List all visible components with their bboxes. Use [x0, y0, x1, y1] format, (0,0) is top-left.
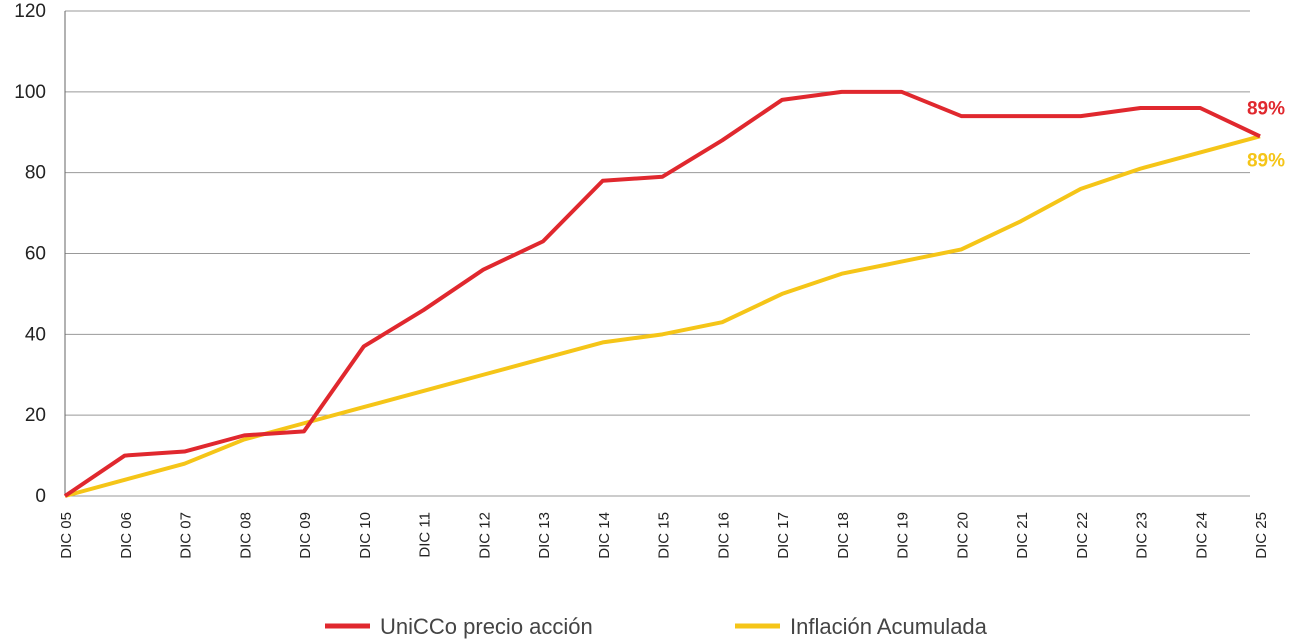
y-tick-label: 60: [25, 244, 46, 265]
x-tick-label: DIC 17: [775, 512, 792, 559]
y-tick-label: 80: [25, 163, 46, 184]
x-tick-label: DIC 08: [237, 512, 254, 559]
x-tick-label: DIC 23: [1134, 512, 1151, 559]
x-tick-label: DIC 10: [357, 512, 374, 559]
y-tick-label: 40: [25, 324, 46, 345]
x-tick-label: DIC 24: [1193, 512, 1210, 559]
x-tick-label: DIC 09: [297, 512, 314, 559]
series-line: [64, 134, 1261, 498]
x-tick-label: DIC 13: [536, 512, 553, 559]
x-tick-label: DIC 18: [835, 512, 852, 559]
x-tick-label: DIC 05: [58, 512, 75, 559]
series-line: [63, 89, 1261, 498]
x-tick-label: DIC 25: [1253, 512, 1270, 559]
annotation: 89%: [1247, 150, 1285, 171]
x-tick-label: DIC 14: [596, 512, 613, 559]
x-tick-label: DIC 15: [656, 512, 673, 559]
y-tick-label: 100: [14, 82, 46, 103]
y-tick-label: 120: [14, 1, 46, 22]
x-tick-label: DIC 07: [178, 512, 195, 559]
x-tick-label: DIC 19: [895, 512, 912, 559]
y-tick-label: 20: [25, 405, 46, 426]
x-tick-label: DIC 21: [1014, 512, 1031, 559]
x-tick-label: DIC 16: [715, 512, 732, 559]
x-tick-label: DIC 11: [417, 512, 434, 558]
annotation: 89%: [1247, 98, 1285, 119]
legend-label: Inflación Acumulada: [790, 614, 988, 639]
x-tick-label: DIC 12: [476, 512, 493, 559]
x-tick-label: DIC 22: [1074, 512, 1091, 559]
x-tick-label: DIC 20: [954, 512, 971, 559]
y-tick-label: 0: [35, 486, 46, 507]
legend-label: UniCCo precio acción: [380, 614, 593, 639]
x-tick-label: DIC 06: [118, 512, 135, 559]
